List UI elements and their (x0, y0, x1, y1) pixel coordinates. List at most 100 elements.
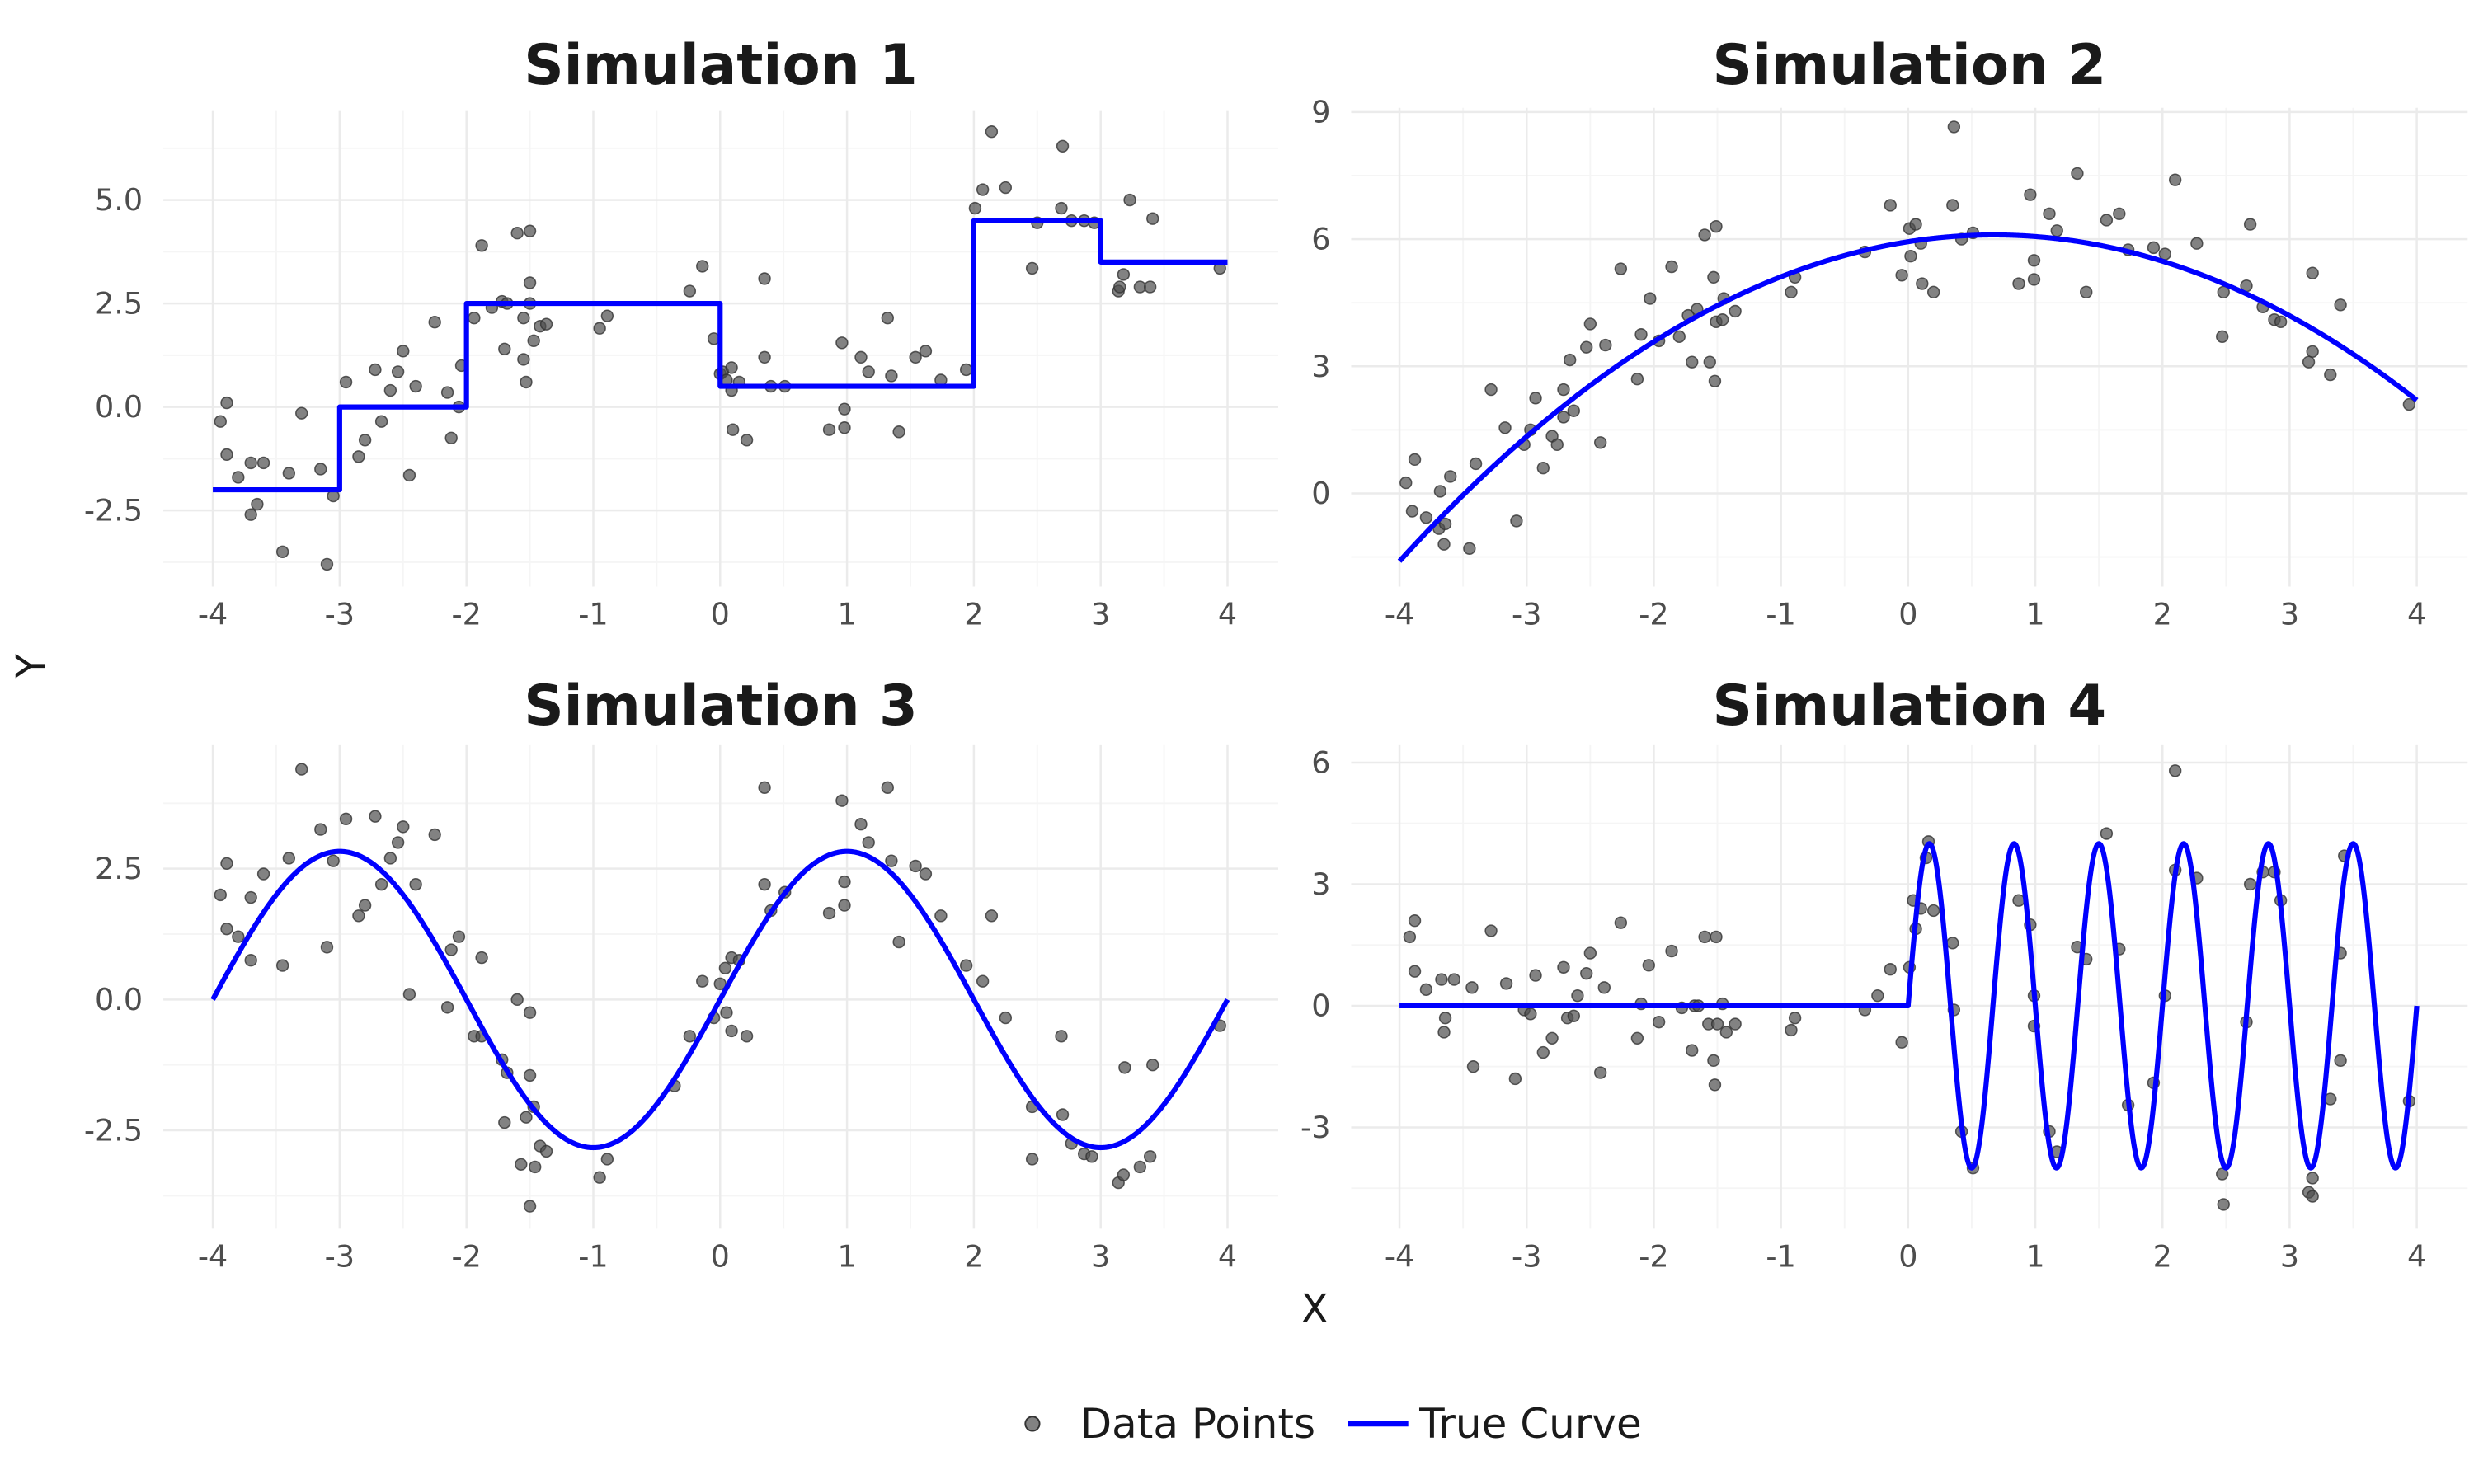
data-point (1085, 1150, 1098, 1163)
data-point (1399, 476, 1413, 490)
data-point (444, 943, 458, 956)
data-point (1698, 228, 1711, 242)
data-point (1146, 1059, 1159, 1072)
data-point (383, 383, 397, 397)
data-point (720, 1006, 733, 1019)
data-point (358, 434, 372, 447)
data-point (515, 1158, 528, 1171)
data-point (1710, 1017, 1724, 1031)
y-tick-label: 3 (1311, 349, 1330, 384)
data-point (1437, 1026, 1451, 1039)
x-tick-label: 3 (2280, 597, 2299, 632)
data-point (214, 888, 227, 902)
data-point (2216, 330, 2229, 343)
data-point (1117, 268, 1131, 281)
data-point (444, 431, 458, 444)
data-point (1567, 1009, 1580, 1022)
data-point (1529, 969, 1542, 982)
y-tick-label: 0 (1311, 988, 1330, 1023)
data-point (282, 852, 296, 865)
data-point (2190, 237, 2204, 250)
legend-point-icon (1024, 1416, 1041, 1432)
data-point (428, 828, 441, 842)
data-point (523, 1200, 537, 1213)
data-point (854, 818, 868, 831)
x-tick-label: -4 (1385, 597, 1414, 632)
data-point (1056, 1108, 1070, 1121)
y-tick-label: -2.5 (84, 493, 143, 528)
data-point (1947, 120, 1961, 134)
data-point (909, 859, 922, 873)
data-point (2080, 285, 2093, 299)
data-point (2147, 241, 2161, 255)
x-tick-label: -2 (451, 1239, 481, 1275)
x-tick-label: 0 (711, 1239, 730, 1275)
panel-simulation-2: 0 3 6 9 -4 -3 -2 -1 0 1 2 3 4 Simulation 2 (1311, 33, 2468, 632)
data-point (339, 375, 353, 389)
data-point (1644, 292, 1657, 305)
data-point (220, 857, 233, 870)
data-point (1788, 1012, 1802, 1025)
data-point (1707, 1054, 1720, 1068)
x-tick-label: 0 (711, 597, 730, 632)
data-point (402, 988, 416, 1001)
data-point (475, 951, 488, 965)
data-point (740, 1030, 754, 1043)
data-point (1510, 514, 1523, 528)
data-point (352, 450, 365, 463)
y-tick-label: 2.5 (95, 286, 143, 322)
data-point (397, 820, 410, 834)
x-tick-label: 4 (2407, 597, 2426, 632)
true-curve-line (1397, 841, 2420, 1171)
data-point (1113, 280, 1126, 294)
data-point (475, 239, 488, 252)
y-tick-label: 0 (1311, 476, 1330, 511)
x-tick-label: 0 (1898, 597, 1917, 632)
data-point (862, 836, 875, 849)
data-point (1419, 983, 1433, 997)
data-point (1545, 1031, 1559, 1045)
data-point (1536, 461, 1550, 475)
y-tick-label: 3 (1311, 866, 1330, 902)
data-point (1419, 511, 1433, 524)
data-point (520, 375, 533, 389)
data-point (1703, 355, 1716, 369)
data-point (2113, 207, 2126, 220)
data-point (1550, 438, 1564, 452)
data-point (919, 345, 933, 358)
data-point (314, 823, 327, 836)
data-point (1435, 973, 1448, 986)
data-point (1557, 383, 1570, 397)
data-point (758, 878, 771, 891)
data-point (2050, 224, 2063, 237)
x-tick-label: 4 (1218, 597, 1237, 632)
data-point (1630, 1031, 1644, 1045)
data-point (2158, 247, 2172, 261)
data-point (539, 1144, 553, 1158)
data-point (1665, 260, 1678, 274)
data-point (696, 974, 709, 988)
data-point (838, 421, 851, 434)
data-point (468, 311, 481, 325)
true-curve-line (210, 848, 1230, 1151)
data-point (510, 993, 524, 1007)
panel-title: Simulation 3 (524, 674, 918, 738)
x-tick-label: 4 (1218, 1239, 1237, 1275)
data-point (517, 311, 530, 325)
y-tick-label: 0.0 (95, 389, 143, 425)
data-point (440, 1001, 454, 1014)
data-point (1567, 404, 1580, 417)
data-point (1926, 285, 1940, 299)
data-point (282, 467, 296, 480)
data-point (1614, 262, 1628, 275)
x-tick-label: -4 (198, 597, 228, 632)
data-point (600, 1153, 614, 1166)
data-point (1785, 1023, 1798, 1037)
legend: Data Points True Curve (1024, 1400, 1642, 1448)
data-point (374, 878, 388, 891)
data-point (1055, 1030, 1068, 1043)
data-point (1557, 960, 1570, 974)
data-point (600, 309, 614, 322)
data-point (2217, 1198, 2230, 1211)
data-point (1719, 1026, 1733, 1039)
